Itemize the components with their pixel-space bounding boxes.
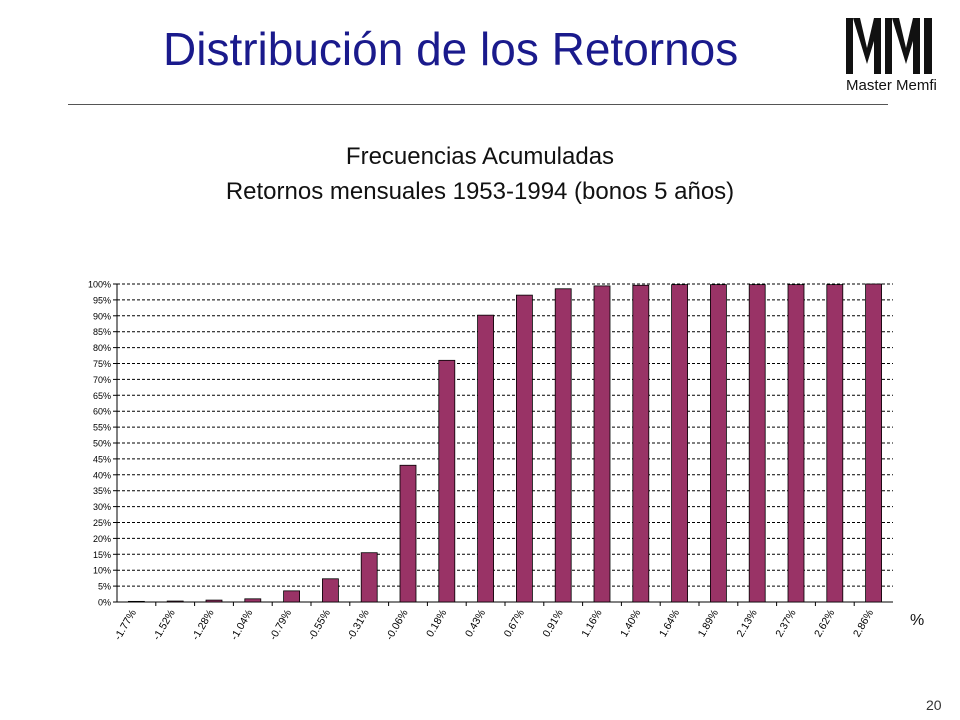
x-tick-label: 1.16% <box>579 608 604 640</box>
y-tick-label: 15% <box>93 550 111 560</box>
x-tick-label: -0.06% <box>384 608 411 643</box>
bar <box>321 578 339 603</box>
bar <box>166 600 184 603</box>
x-tick-label: -1.28% <box>190 608 217 643</box>
x-tick-label: -1.52% <box>151 608 178 643</box>
x-tick-label: 0.18% <box>424 608 449 640</box>
bar <box>477 314 495 603</box>
title-divider <box>68 104 888 105</box>
y-tick-label: 35% <box>93 486 111 496</box>
y-tick-label: 25% <box>93 518 111 528</box>
page-number: 20 <box>926 697 942 713</box>
bar <box>826 284 844 603</box>
bar <box>127 600 145 603</box>
x-tick-label: -1.77% <box>112 608 139 643</box>
y-tick-label: 100% <box>88 280 111 290</box>
bar-layer <box>127 283 882 603</box>
bar <box>710 284 727 603</box>
bar <box>360 552 378 603</box>
x-tick-label: -0.55% <box>306 608 333 643</box>
bar <box>244 598 262 603</box>
x-tick-label: -0.79% <box>267 608 294 643</box>
y-tick-label: 80% <box>93 343 111 353</box>
y-tick-label: 95% <box>93 295 111 305</box>
grid-layer <box>117 283 893 587</box>
x-tick-label: 1.64% <box>657 608 682 640</box>
y-tick-label: 40% <box>93 470 111 480</box>
bar <box>205 599 223 603</box>
y-tick-label: 5% <box>98 582 111 592</box>
bar <box>438 359 456 603</box>
y-tick-label: 10% <box>93 566 111 576</box>
bar <box>399 464 417 603</box>
bar <box>632 284 650 603</box>
x-tick-label: 1.40% <box>618 608 643 640</box>
x-tick-label: 1.89% <box>696 608 721 640</box>
y-tick-label: 30% <box>93 502 111 512</box>
y-tick-label: 70% <box>93 375 111 385</box>
y-tick-label: 55% <box>93 423 111 433</box>
bar <box>516 294 533 603</box>
y-tick-label: 60% <box>93 407 111 417</box>
bar <box>671 284 688 603</box>
x-tick-label: -0.31% <box>345 608 372 643</box>
y-tick-label: 90% <box>93 311 111 321</box>
x-axis-unit-label: % <box>910 612 925 629</box>
axis-layer <box>113 283 893 606</box>
bar <box>593 285 611 603</box>
x-tick-label: 0.43% <box>463 608 488 640</box>
logo-text: Master Memfi <box>846 77 937 94</box>
chart-subtitle: Retornos mensuales 1953-1994 (bonos 5 añ… <box>225 178 735 205</box>
x-tick-label: 2.13% <box>735 608 760 640</box>
y-tick-label: 75% <box>93 359 111 369</box>
bar <box>748 284 766 603</box>
x-tick-label: 2.37% <box>773 608 798 640</box>
bar <box>554 288 572 603</box>
y-tick-label: 85% <box>93 327 111 337</box>
x-tick-label: 0.67% <box>502 608 527 640</box>
y-tick-label: 45% <box>93 454 111 464</box>
slide-title: Distribución de los Retornos <box>163 23 739 75</box>
x-tick-label: 0.91% <box>541 608 566 640</box>
x-tick-label: -1.04% <box>228 608 255 643</box>
y-tick-label: 20% <box>93 534 111 544</box>
bar <box>787 284 805 603</box>
chart-title: Frecuencias Acumuladas <box>345 143 615 170</box>
bar <box>865 283 882 603</box>
y-tick-label: 65% <box>93 391 111 401</box>
y-tick-label: 0% <box>98 598 111 608</box>
master-memfi-logo: Master Memfi <box>846 18 937 94</box>
x-tick-label: 2.62% <box>812 608 837 640</box>
y-tick-label: 50% <box>93 439 111 449</box>
x-tick-label: 2.86% <box>851 608 876 640</box>
bar <box>283 590 301 603</box>
